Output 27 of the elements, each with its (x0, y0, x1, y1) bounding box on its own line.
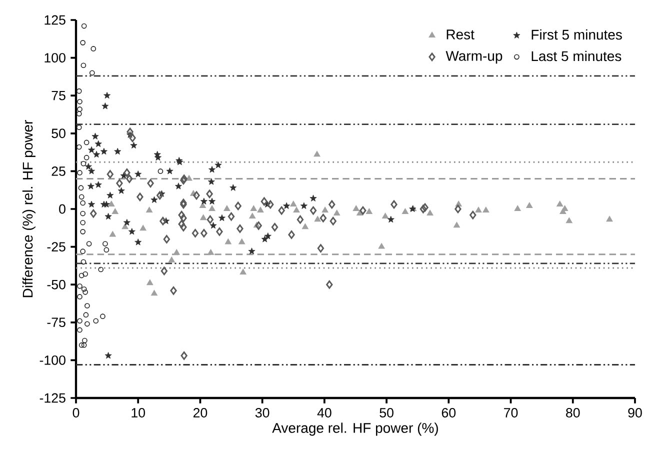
y-tick-label: 0 (59, 204, 66, 214)
x-axis-title: Average rel. HF power (%) (272, 422, 438, 436)
y-tick-label: 125 (44, 15, 66, 25)
x-tick-label: 40 (317, 408, 332, 418)
y-tick-label: -50 (47, 280, 66, 290)
y-tick-label: 50 (52, 128, 66, 138)
x-tick-label: 60 (442, 408, 456, 418)
y-tick-label: -75 (47, 318, 66, 328)
legend-label: First 5 minutes (532, 29, 622, 40)
y-tick-label: -100 (40, 355, 66, 365)
y-tick-label: -125 (40, 393, 66, 403)
x-tick-label: 80 (566, 408, 580, 418)
y-tick-label: 25 (52, 166, 66, 176)
legend-label: Warm-up (446, 51, 502, 64)
x-tick-label: 0 (72, 408, 80, 418)
y-tick-label: 75 (52, 90, 66, 100)
legend-label: Last 5 minutes (532, 50, 622, 62)
legend-label: Rest (446, 30, 474, 40)
x-tick-label: 50 (380, 408, 394, 418)
x-tick-label: 10 (132, 408, 146, 418)
y-tick-label: -25 (47, 242, 66, 252)
y-axis-title: Difference (%) rel. HF power (22, 120, 36, 298)
x-tick-label: 70 (504, 408, 518, 418)
x-tick-label: 20 (193, 408, 208, 418)
x-tick-label: 90 (628, 408, 642, 418)
x-tick-label: 30 (255, 408, 270, 418)
y-tick-label: 100 (44, 53, 66, 63)
